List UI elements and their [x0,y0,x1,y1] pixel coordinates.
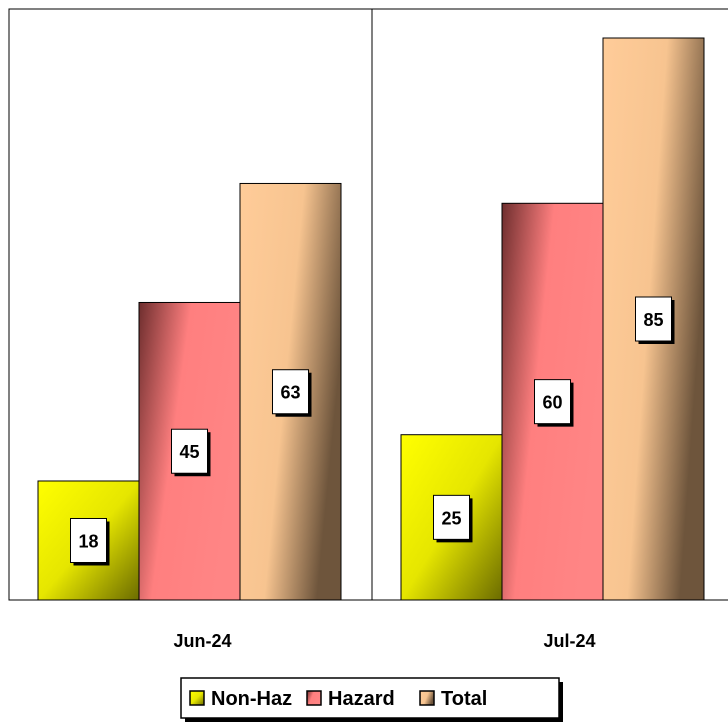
legend-item-total: Total [419,688,487,710]
data-label-hazard-jun-24: 45 [171,428,211,477]
legend-label-hazard: Hazard [328,688,395,710]
data-label-total-jun-24: 63 [272,369,312,417]
data-label-text: 25 [441,508,461,528]
data-label-box [70,517,107,563]
data-label-box [635,296,672,342]
data-label-box [534,379,571,425]
data-label-text: 18 [78,531,98,551]
legend-box [180,677,560,719]
legend-label-total: Total [441,688,487,710]
data-label-box [433,494,470,540]
data-label-text: 63 [280,383,300,403]
data-label-box [171,428,208,474]
legend-swatch-non-haz [189,690,205,706]
legend-swatch-hazard [306,690,322,706]
legend-item-non-haz: Non-Haz [189,688,292,710]
labels-layer: 18 45 63 25 60 85 [70,296,675,566]
data-label-text: 45 [179,442,199,462]
data-label-text: 85 [643,310,663,330]
data-label-hazard-jul-24: 60 [534,379,574,427]
legend-label-non-haz: Non-Haz [211,688,292,710]
legend-item-hazard: Hazard [306,688,395,710]
category-labels: Jun-24 Jul-24 [173,631,595,651]
category-label-jul-24: Jul-24 [543,631,595,651]
data-label-total-jul-24: 85 [635,296,675,344]
legend: Non-Haz Hazard Total [180,677,563,722]
data-label-non-haz-jul-24: 25 [433,494,473,543]
bars-layer [37,37,705,601]
category-label-jun-24: Jun-24 [173,631,231,651]
data-label-text: 60 [542,393,562,413]
data-label-non-haz-jun-24: 18 [70,517,110,566]
legend-swatch-total [419,690,435,706]
data-label-box [272,369,309,415]
